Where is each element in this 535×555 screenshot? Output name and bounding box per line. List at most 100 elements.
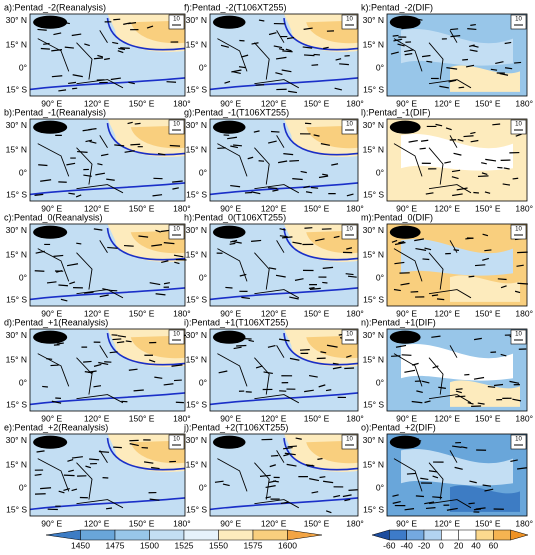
plateau bbox=[33, 226, 67, 239]
lon-label: 120° E bbox=[434, 413, 460, 423]
ref-vector-label: 10 bbox=[173, 437, 180, 443]
colorbar-swatch bbox=[441, 530, 458, 540]
map: 10 bbox=[210, 329, 358, 411]
lat-label: 0° bbox=[199, 272, 207, 282]
wind-vector bbox=[106, 508, 112, 509]
colorbar-swatch bbox=[389, 530, 406, 540]
wind-vector bbox=[112, 339, 121, 340]
wind-vector bbox=[393, 35, 399, 36]
colorbar-label: 1575 bbox=[244, 540, 263, 550]
lat-label: 0° bbox=[376, 482, 384, 492]
lon-label: 180° bbox=[515, 308, 533, 318]
lon-label: 180° bbox=[515, 518, 533, 528]
map: 10 bbox=[387, 119, 527, 201]
map: 10 bbox=[210, 119, 358, 201]
map: 10 bbox=[30, 14, 185, 96]
wind-vector bbox=[217, 148, 225, 149]
wind-vector bbox=[464, 136, 474, 137]
lat-label: 0° bbox=[199, 377, 207, 387]
lat-label: 0° bbox=[19, 272, 27, 282]
wind-vector bbox=[407, 473, 416, 474]
wind-vector bbox=[320, 477, 326, 478]
plateau bbox=[390, 16, 421, 29]
wind-vector bbox=[42, 386, 48, 387]
map: 10 bbox=[210, 434, 358, 516]
lat-label: 30° N bbox=[363, 435, 384, 445]
plateau bbox=[213, 331, 246, 344]
panel-title: m):Pentad_0(DIF) bbox=[361, 212, 433, 222]
wind-vector bbox=[135, 123, 141, 124]
lat-label: 15° S bbox=[186, 400, 207, 410]
lon-label: 150° E bbox=[129, 308, 155, 318]
lat-label: 15° N bbox=[6, 354, 27, 364]
colorbar-label: 60 bbox=[489, 540, 499, 550]
colorbar-swatch bbox=[424, 530, 441, 540]
colorbar-swatch bbox=[372, 530, 389, 540]
lat-label: 0° bbox=[199, 482, 207, 492]
lon-label: 90° E bbox=[220, 518, 241, 528]
lon-label: 150° E bbox=[475, 308, 501, 318]
wind-vector bbox=[288, 446, 297, 447]
colorbar-label: 1525 bbox=[175, 540, 194, 550]
lon-label: 150° E bbox=[129, 518, 155, 528]
wind-vector bbox=[72, 88, 77, 89]
panel-title: c):Pentad_0(Reanalysis) bbox=[4, 212, 103, 222]
panel-title: a):Pentad_-2(Reanalysis) bbox=[4, 2, 106, 12]
colorbar-swatch bbox=[81, 530, 116, 540]
plateau bbox=[33, 121, 67, 134]
wind-vector bbox=[174, 380, 182, 381]
wind-vector bbox=[76, 243, 81, 244]
colorbar-swatch bbox=[511, 530, 528, 540]
lat-label: 15° S bbox=[186, 190, 207, 200]
lat-label: 30° N bbox=[363, 120, 384, 130]
wind-vector bbox=[473, 192, 479, 193]
wind-vector bbox=[77, 152, 87, 153]
wind-vector bbox=[432, 497, 442, 498]
lon-label: 120° E bbox=[84, 518, 110, 528]
panel-title: f):Pentad_-2(T106XT255) bbox=[184, 2, 287, 12]
ref-vector-label: 10 bbox=[346, 332, 353, 338]
wind-vector bbox=[450, 29, 458, 30]
lat-label: 0° bbox=[376, 167, 384, 177]
ref-vector-label: 10 bbox=[173, 17, 180, 23]
lat-label: 30° N bbox=[186, 330, 207, 340]
colorbar-swatch bbox=[150, 530, 185, 540]
wind-vector bbox=[43, 44, 49, 45]
plateau bbox=[213, 226, 246, 239]
ref-vector-label: 10 bbox=[346, 122, 353, 128]
wind-vector bbox=[326, 390, 331, 391]
wind-vector bbox=[120, 48, 130, 49]
lat-label: 30° N bbox=[186, 225, 207, 235]
lat-label: 0° bbox=[19, 377, 27, 387]
colorbar-label: -60 bbox=[383, 540, 396, 550]
panel-title: k):Pentad_-2(DIF) bbox=[361, 2, 433, 12]
ref-vector-label: 10 bbox=[173, 227, 180, 233]
panel-title: g):Pentad_-1(T106XT255) bbox=[184, 107, 289, 117]
wind-vector bbox=[289, 161, 299, 162]
lat-label: 15° N bbox=[186, 144, 207, 154]
lon-label: 180° bbox=[346, 518, 364, 528]
lon-label: 150° E bbox=[129, 98, 155, 108]
wind-vector bbox=[416, 496, 424, 497]
wind-vector bbox=[311, 188, 318, 189]
colorbar-label: 1450 bbox=[71, 540, 90, 550]
wind-vector bbox=[401, 28, 407, 29]
wind-vector bbox=[83, 361, 91, 362]
lat-label: 15° S bbox=[6, 295, 27, 305]
wind-vector bbox=[307, 465, 313, 466]
lat-label: 15° N bbox=[6, 459, 27, 469]
map: 10 bbox=[30, 119, 185, 201]
wind-vector bbox=[233, 145, 242, 146]
colorbar-swatch bbox=[407, 530, 424, 540]
lat-label: 15° N bbox=[186, 249, 207, 259]
wind-vector bbox=[426, 61, 432, 62]
lat-label: 15° N bbox=[363, 249, 384, 259]
map: 10 bbox=[30, 329, 186, 411]
wind-vector bbox=[113, 19, 120, 20]
lon-label: 120° E bbox=[434, 308, 460, 318]
wind-vector bbox=[38, 165, 47, 166]
lon-label: 180° bbox=[515, 98, 533, 108]
lon-label: 120° E bbox=[434, 98, 460, 108]
map: 10 bbox=[30, 224, 187, 306]
panel-title: o):Pentad_+2(DIF) bbox=[361, 422, 436, 432]
